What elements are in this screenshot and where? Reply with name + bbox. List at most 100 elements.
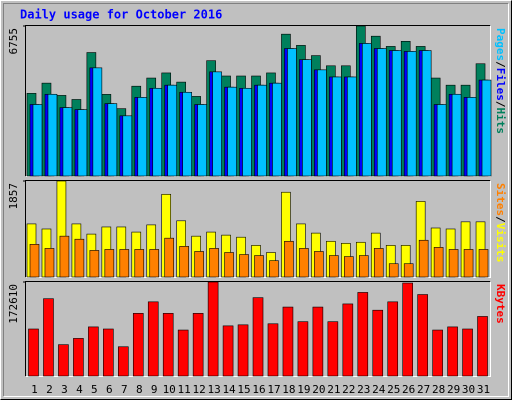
bar (147, 301, 159, 377)
bar (312, 306, 324, 377)
bar (418, 239, 429, 278)
legend-entry: Sites (494, 183, 507, 216)
x-tick-label: 16 (252, 383, 265, 396)
legend: Pages/Files/Hits (494, 28, 507, 134)
bar (436, 104, 447, 177)
x-tick-label: 26 (402, 383, 415, 396)
bar (448, 249, 459, 278)
bar (107, 103, 118, 177)
bar (287, 48, 297, 177)
x-tick-label: 19 (297, 383, 310, 396)
bar (252, 297, 264, 377)
bar (207, 281, 219, 377)
x-tick-label: 3 (61, 383, 68, 396)
bar (59, 235, 70, 278)
bar (197, 104, 207, 177)
bar (417, 294, 428, 377)
x-tick-label: 2 (46, 383, 53, 396)
bar (58, 344, 69, 377)
bar (373, 248, 384, 278)
bar (267, 323, 279, 377)
x-tick-label: 23 (357, 383, 370, 396)
y-tick-label: 172610 (7, 284, 20, 324)
x-tick-label: 20 (312, 383, 325, 396)
bar (433, 247, 444, 278)
x-tick-label: 10 (163, 383, 176, 396)
legend-entry: KBytes (494, 284, 507, 324)
bar (332, 76, 342, 177)
bar (62, 107, 73, 177)
bar (254, 255, 264, 278)
x-tick-label: 25 (387, 383, 400, 396)
bar (297, 321, 309, 377)
y-tick-label: 1857 (7, 183, 20, 210)
x-tick-label: 9 (151, 383, 158, 396)
bar (451, 93, 462, 177)
bar (137, 97, 148, 177)
x-tick-label: 12 (193, 383, 206, 396)
x-tick-label: 31 (477, 383, 490, 396)
bar (43, 298, 54, 377)
bar (257, 84, 267, 177)
bar (344, 256, 354, 278)
bar (302, 59, 312, 177)
legend-separator: / (494, 101, 507, 108)
bar (357, 292, 369, 377)
bar (74, 238, 85, 278)
x-tick-label: 8 (136, 383, 143, 396)
bar (118, 346, 129, 377)
bar (103, 328, 114, 377)
x-tick-label: 27 (417, 383, 430, 396)
bar (104, 249, 115, 278)
bar (272, 82, 282, 177)
bar (361, 43, 372, 177)
bar (462, 328, 473, 377)
bar (387, 301, 399, 377)
bar (421, 50, 432, 177)
bar (47, 93, 58, 177)
frame-inner-dark (3, 3, 509, 397)
legend-entry: Hits (494, 108, 507, 135)
bar (329, 255, 339, 278)
bar (284, 240, 294, 278)
bar (372, 309, 384, 377)
legend: Sites/Visits (494, 183, 507, 263)
bar (73, 338, 84, 377)
bar (192, 313, 204, 377)
bar (149, 249, 160, 278)
bar (209, 248, 219, 278)
bar (347, 76, 357, 177)
bar (388, 263, 399, 278)
y-tick-label: 6755 (7, 28, 20, 55)
bar (162, 313, 174, 377)
x-tick-label: 7 (121, 383, 128, 396)
bar (242, 87, 252, 177)
legend-separator: / (494, 61, 507, 68)
bar (269, 260, 279, 278)
bar (167, 84, 178, 177)
bar (89, 250, 100, 278)
x-tick-label: 14 (222, 383, 236, 396)
bar (403, 263, 414, 278)
bar (317, 69, 327, 177)
legend-separator: / (494, 216, 507, 223)
x-tick-label: 30 (462, 383, 475, 396)
bar (314, 251, 324, 278)
bar (92, 67, 103, 177)
plot-border-light (25, 25, 491, 177)
bar (182, 91, 192, 177)
bar (222, 325, 234, 377)
bar (402, 282, 413, 377)
bar (179, 246, 189, 278)
bar (119, 249, 130, 278)
bar (237, 324, 249, 377)
bar (152, 87, 163, 177)
bar (77, 109, 88, 177)
bar (212, 71, 222, 177)
x-tick-label: 17 (267, 383, 280, 396)
bar (406, 51, 417, 177)
bar (177, 329, 189, 377)
bar (44, 248, 55, 278)
